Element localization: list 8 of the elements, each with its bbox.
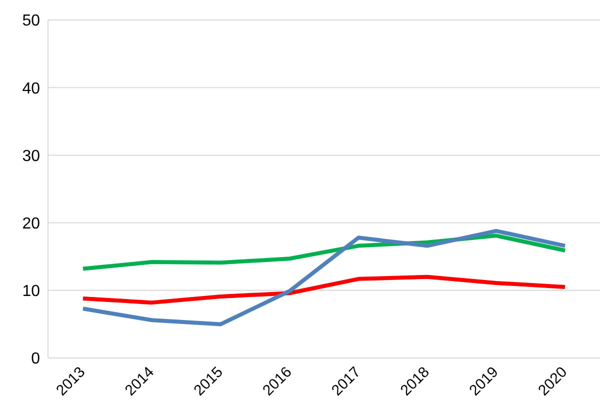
- y-tick-label: 40: [22, 80, 40, 98]
- line-series: [81, 274, 567, 305]
- y-tick-label: 20: [22, 215, 40, 232]
- y-tick-label: 30: [22, 148, 40, 165]
- line-series: [81, 228, 567, 326]
- y-tick-label: 0: [31, 350, 40, 368]
- y-tick-label: 10: [22, 283, 40, 300]
- y-tick-label: 50: [22, 12, 40, 30]
